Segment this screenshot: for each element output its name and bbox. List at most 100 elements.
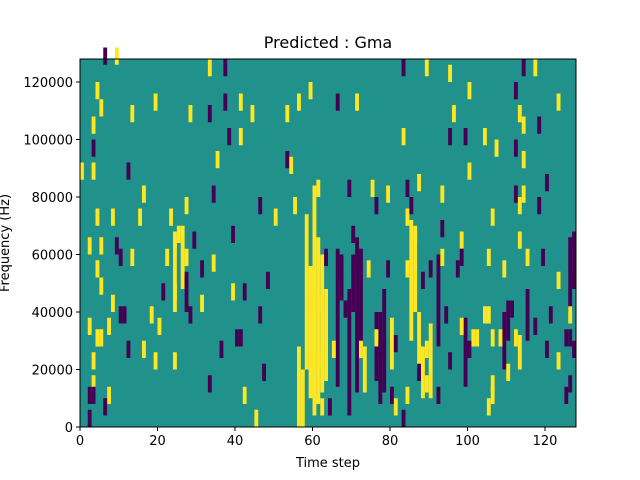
x-axis-ticks: 0 20 40 60 80 100 120 — [76, 427, 557, 449]
heatmap-cell — [390, 386, 394, 404]
heatmap-cell — [366, 260, 371, 278]
heatmap-cell — [223, 93, 228, 111]
heatmap-cell — [483, 306, 487, 324]
heatmap-cell — [490, 208, 495, 226]
heatmap-cell — [289, 156, 294, 174]
y-tick-label: 100000 — [23, 134, 73, 149]
heatmap-cell-run — [308, 266, 313, 399]
heatmap-cell — [486, 306, 491, 324]
heatmap-cell-run — [463, 317, 468, 370]
heatmap-cell — [514, 139, 518, 157]
heatmap-cell-run — [173, 237, 177, 312]
heatmap-cell — [138, 208, 142, 226]
heatmap-cell — [95, 329, 100, 347]
heatmap-cell — [316, 294, 321, 312]
heatmap-cell — [386, 185, 390, 203]
heatmap-cell — [556, 271, 561, 289]
heatmap-cell — [506, 363, 511, 381]
heatmap-cell — [142, 340, 146, 358]
heatmap-cell — [517, 197, 522, 215]
heatmap-cell — [188, 105, 193, 123]
heatmap-cell — [173, 352, 177, 370]
heatmap-cell — [219, 340, 224, 358]
heatmap-cell — [417, 174, 421, 192]
heatmap-cell — [510, 300, 514, 318]
heatmap-cell — [486, 398, 491, 416]
heatmap-cell — [258, 306, 263, 324]
plot-area — [79, 47, 577, 428]
heatmap-cell — [320, 398, 325, 416]
heatmap-cell — [572, 231, 576, 249]
heatmap-cell — [564, 329, 569, 347]
heatmap-cell — [506, 300, 511, 318]
heatmap-cell — [517, 105, 522, 123]
heatmap-cell — [401, 59, 406, 77]
heatmap-cell — [370, 179, 375, 197]
heatmap-cell — [184, 248, 189, 266]
heatmap-cell-run — [316, 237, 321, 404]
heatmap-cell — [324, 248, 328, 266]
heatmap-cell — [502, 260, 507, 278]
heatmap-cell — [401, 409, 406, 427]
heatmap-cell — [568, 375, 573, 393]
heatmap-cell — [95, 260, 100, 278]
x-tick-label: 20 — [149, 434, 166, 449]
heatmap-cell-run — [351, 254, 356, 312]
heatmap-cell — [80, 162, 84, 180]
heatmap-cell — [405, 260, 410, 278]
heatmap-cell — [103, 47, 108, 65]
heatmap-cell — [242, 386, 247, 404]
heatmap-cell — [556, 352, 561, 370]
heatmap-cell — [173, 283, 177, 301]
heatmap-cell — [238, 128, 243, 146]
heatmap-cell — [258, 197, 263, 215]
heatmap-cell — [126, 340, 131, 358]
heatmap-cell — [355, 93, 359, 111]
heatmap-cell — [405, 179, 410, 197]
chart-title: Predicted : Gma — [264, 33, 392, 52]
heatmap-cell — [122, 306, 127, 324]
heatmap-cell — [444, 306, 449, 324]
heatmap-cell — [231, 225, 235, 243]
heatmap-cell — [386, 260, 390, 278]
heatmap-cell — [118, 248, 123, 266]
heatmap-cell — [231, 283, 235, 301]
heatmap-cell — [548, 306, 553, 324]
heatmap-cell — [173, 231, 177, 249]
heatmap-cell — [498, 329, 503, 347]
heatmap-cell-run — [297, 346, 301, 427]
heatmap-cell-run — [421, 346, 425, 399]
heatmap-cell-run — [413, 231, 418, 312]
heatmap-cell — [165, 248, 170, 266]
heatmap-cell — [316, 179, 321, 197]
heatmap-cell-run — [312, 185, 317, 404]
heatmap-cell-run — [525, 289, 530, 341]
heatmap-cell — [448, 352, 452, 370]
heatmap-cell — [359, 340, 363, 358]
heatmap-cell — [111, 208, 115, 226]
heatmap-cell — [91, 352, 96, 370]
heatmap-cell — [87, 237, 92, 255]
heatmap-cell — [184, 271, 189, 289]
heatmap-cell — [424, 340, 429, 358]
heatmap-cell — [459, 317, 464, 335]
heatmap-cell — [297, 93, 301, 111]
heatmap-cell — [207, 105, 212, 123]
heatmap-cell — [452, 105, 456, 123]
heatmap-cell-run — [320, 254, 325, 393]
heatmap-cell — [192, 231, 197, 249]
heatmap-cell — [91, 386, 96, 404]
heatmap-cell — [99, 277, 104, 295]
heatmap-cell — [514, 82, 518, 100]
heatmap-cell — [161, 283, 166, 301]
y-tick-label: 60000 — [32, 249, 73, 264]
heatmap-cell — [545, 340, 549, 358]
heatmap-cell — [440, 185, 445, 203]
heatmap-cell — [153, 93, 158, 111]
heatmap-cell — [514, 185, 518, 203]
heatmap-cell — [417, 363, 421, 381]
heatmap-cell — [525, 248, 530, 266]
heatmap-cell — [126, 162, 131, 180]
heatmap-cell-run — [436, 254, 441, 347]
